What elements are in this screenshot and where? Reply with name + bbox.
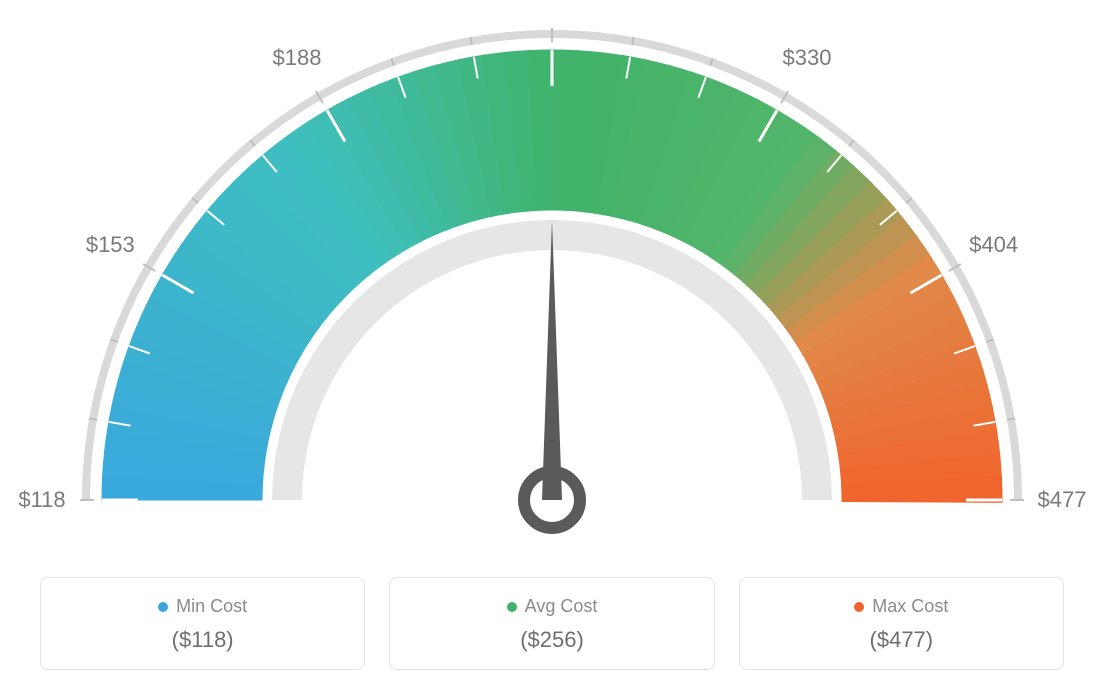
gauge-tick-label: $330 [783, 45, 832, 71]
gauge-needle [542, 220, 562, 500]
max-cost-label: Max Cost [872, 596, 948, 617]
gauge-tick-label: $256 [528, 0, 577, 3]
gauge-chart: $118 $153 $188 $256 $330 $404 $477 [0, 0, 1104, 560]
max-cost-label-row: Max Cost [750, 596, 1053, 617]
min-cost-value: ($118) [51, 627, 354, 653]
gauge-tick-label: $153 [86, 232, 135, 258]
gauge-tick-label: $477 [1038, 487, 1087, 513]
gauge-tick-label: $404 [969, 232, 1018, 258]
min-cost-card: Min Cost ($118) [40, 577, 365, 670]
min-cost-label: Min Cost [176, 596, 247, 617]
min-dot-icon [158, 602, 168, 612]
gauge-tick-label: $118 [18, 487, 65, 513]
gauge-svg [0, 0, 1104, 560]
max-dot-icon [854, 602, 864, 612]
summary-cards: Min Cost ($118) Avg Cost ($256) Max Cost… [40, 577, 1064, 670]
avg-cost-value: ($256) [400, 627, 703, 653]
min-cost-label-row: Min Cost [51, 596, 354, 617]
avg-cost-label: Avg Cost [525, 596, 598, 617]
avg-dot-icon [507, 602, 517, 612]
max-cost-value: ($477) [750, 627, 1053, 653]
max-cost-card: Max Cost ($477) [739, 577, 1064, 670]
gauge-tick-label: $188 [273, 45, 322, 71]
avg-cost-label-row: Avg Cost [400, 596, 703, 617]
avg-cost-card: Avg Cost ($256) [389, 577, 714, 670]
